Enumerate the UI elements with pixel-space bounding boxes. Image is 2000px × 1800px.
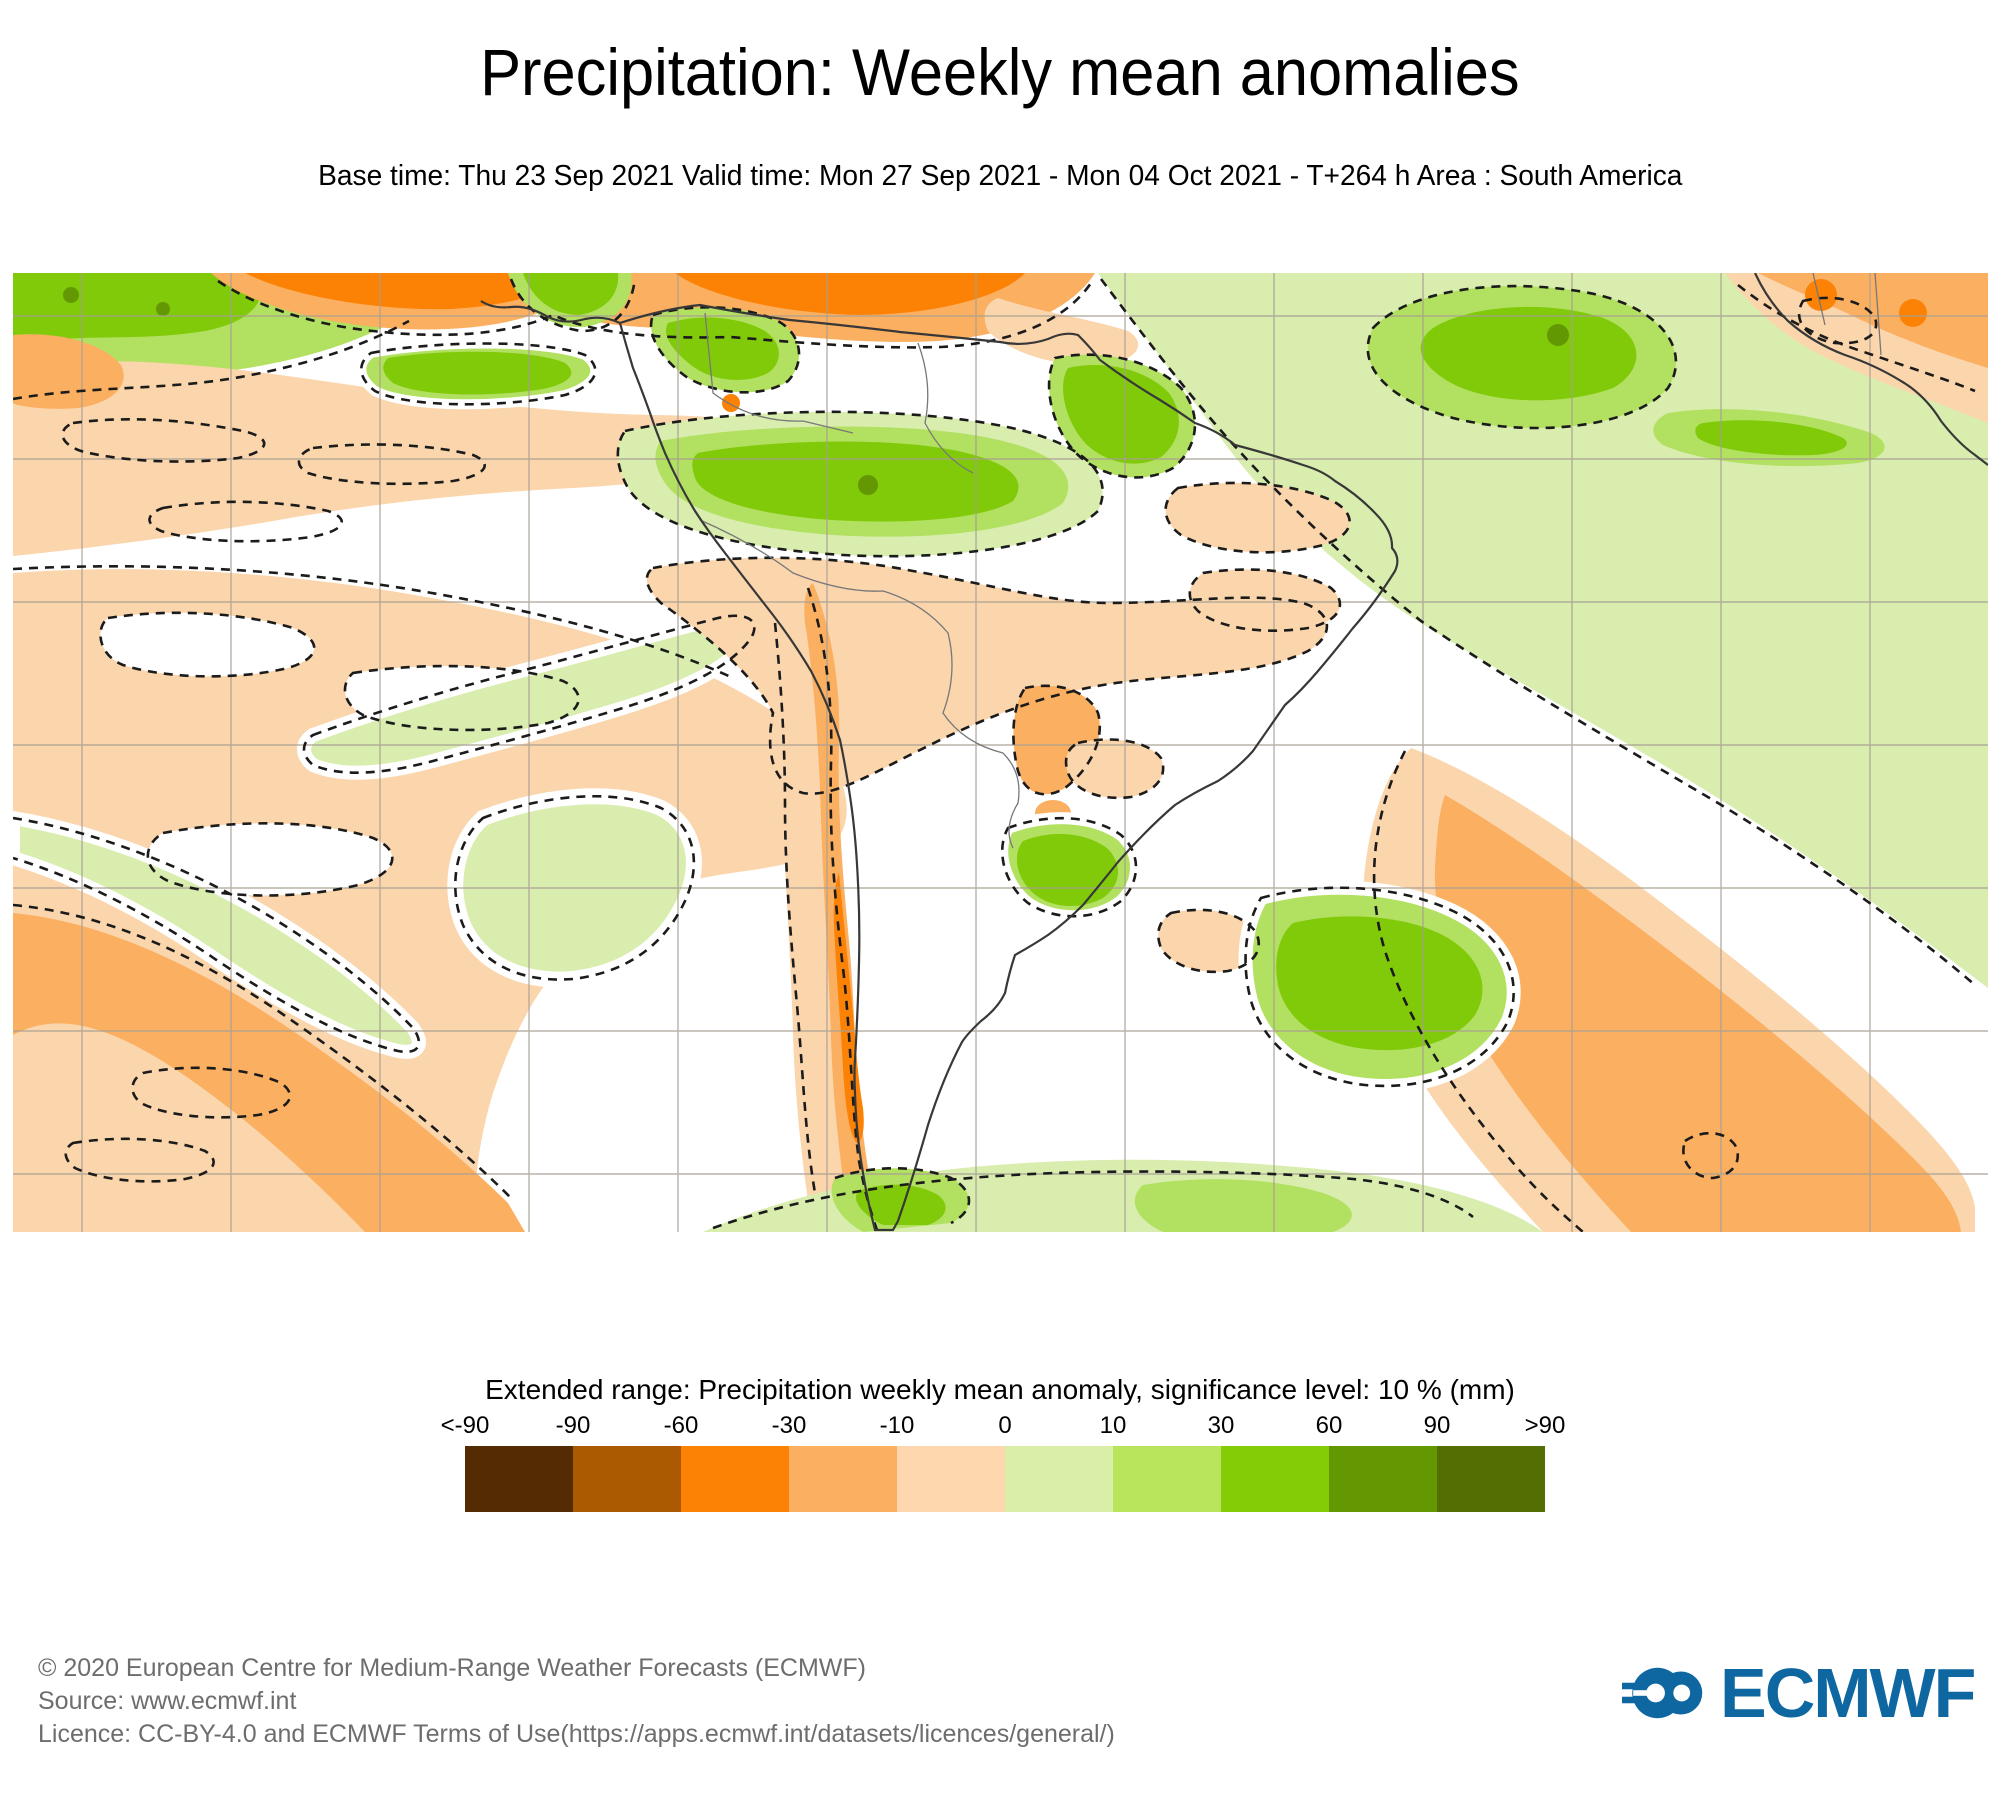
colorbar-cell bbox=[573, 1446, 681, 1512]
page-subtitle: Base time: Thu 23 Sep 2021 Valid time: M… bbox=[0, 160, 2000, 193]
legend-title: Extended range: Precipitation weekly mea… bbox=[485, 1374, 1515, 1405]
colorbar-cell bbox=[1329, 1446, 1437, 1512]
page-title-text: Precipitation: Weekly mean anomalies bbox=[480, 35, 1520, 109]
colorbar-cell bbox=[681, 1446, 789, 1512]
page-subtitle-text: Base time: Thu 23 Sep 2021 Valid time: M… bbox=[317, 160, 1683, 192]
colorbar-cell bbox=[1113, 1446, 1221, 1512]
map-filled-anomaly-regions bbox=[5, 273, 1988, 1232]
anomaly-map-container bbox=[5, 272, 1989, 1233]
africa-coastline bbox=[1754, 272, 1989, 466]
south-america-coastline bbox=[618, 303, 1399, 1232]
colorbar-tick-label: -30 bbox=[771, 1412, 807, 1439]
significance-contours bbox=[12, 278, 1976, 1233]
colorbar bbox=[465, 1446, 1545, 1512]
colorbar-tick-label: <-90 bbox=[440, 1412, 490, 1439]
footer: © 2020 European Centre for Medium-Range … bbox=[38, 1652, 1115, 1751]
colorbar-cell bbox=[465, 1446, 573, 1512]
colorbar-cell bbox=[1005, 1446, 1113, 1512]
colorbar-tick-label: >90 bbox=[1524, 1412, 1566, 1439]
ecmwf-logo-text: ECMWF bbox=[1720, 1654, 1976, 1732]
ecmwf-logo-icon bbox=[1622, 1667, 1703, 1719]
footer-copyright: © 2020 European Centre for Medium-Range … bbox=[38, 1654, 867, 1682]
colorbar-tick-label: 30 bbox=[1207, 1412, 1235, 1439]
page-title: Precipitation: Weekly mean anomalies bbox=[0, 34, 2000, 110]
latitude-longitude-grid bbox=[13, 273, 1988, 1232]
colorbar-tick-label: -90 bbox=[555, 1412, 591, 1439]
colorbar-cell bbox=[789, 1446, 897, 1512]
colorbar-tick-label: 90 bbox=[1423, 1412, 1451, 1439]
anomaly-map bbox=[5, 272, 1989, 1233]
central-america-coastline bbox=[480, 300, 621, 324]
colorbar-cell bbox=[1437, 1446, 1545, 1512]
colorbar-tick-label: -10 bbox=[879, 1412, 915, 1439]
coastlines bbox=[480, 272, 1989, 1232]
colorbar-cell bbox=[1221, 1446, 1329, 1512]
footer-source: Source: www.ecmwf.int bbox=[38, 1687, 297, 1715]
colorbar-tick-label: -60 bbox=[663, 1412, 699, 1439]
colorbar-tick-label: 0 bbox=[998, 1412, 1012, 1439]
colorbar-tick-label: 10 bbox=[1099, 1412, 1127, 1439]
colorbar-cell bbox=[897, 1446, 1005, 1512]
colorbar-tick-label: 60 bbox=[1315, 1412, 1343, 1439]
country-borders bbox=[699, 272, 1882, 849]
ecmwf-logo: ECMWF bbox=[1622, 1654, 1976, 1732]
footer-licence: Licence: CC-BY-4.0 and ECMWF Terms of Us… bbox=[38, 1720, 1115, 1748]
colorbar-tick-labels: <-90 -90 -60 -30 -10 0 10 30 60 90 >90 bbox=[441, 1412, 1566, 1442]
